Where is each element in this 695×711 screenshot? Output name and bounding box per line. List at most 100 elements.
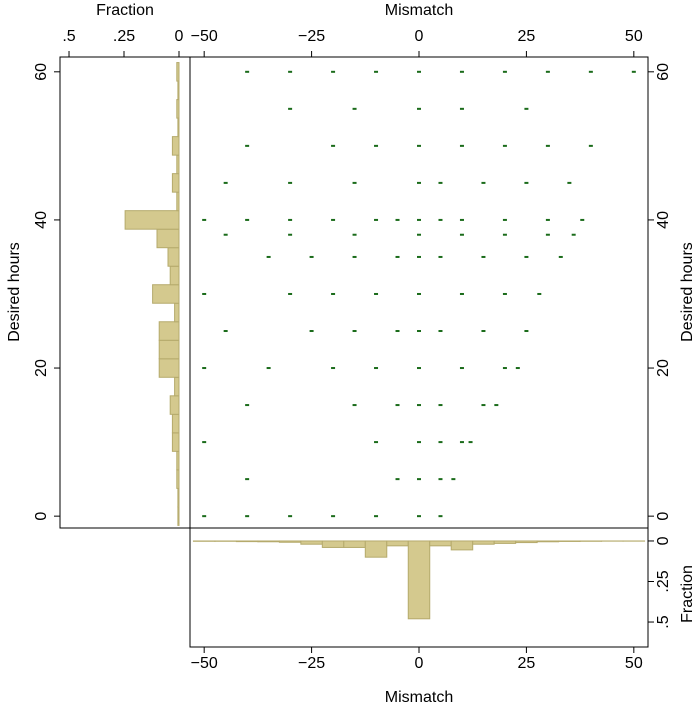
hist-bar [171,173,180,193]
y-tick-label: 40 [33,211,50,229]
point [524,181,529,184]
hist-bar [450,540,474,551]
point [438,404,443,407]
point [395,478,400,481]
point [245,218,250,221]
point [417,233,421,236]
point [481,404,486,407]
point [417,181,421,184]
hist-bar [176,154,180,175]
y-tick-label: .25 [655,570,672,592]
point [580,218,585,221]
y-tick-label: 0 [655,512,672,521]
point [438,515,443,518]
x-tick-label: −25 [298,655,325,672]
point [288,181,293,184]
hist-bar [177,487,180,508]
point [417,515,421,518]
point [374,70,379,73]
point [558,255,563,258]
x-tick-label: 50 [625,655,643,672]
point [202,367,207,370]
point [288,218,293,221]
point [331,292,336,295]
point [502,218,507,221]
x-axis-title: Mismatch [385,2,453,19]
y-tick-label: 0 [33,512,50,521]
hist-bar [536,540,560,543]
hist-bar [176,62,180,82]
point [545,70,550,73]
point [502,367,507,370]
hist-bar [171,432,180,452]
point [459,144,464,147]
x-tick-label: 25 [518,28,536,45]
point [459,441,464,444]
x-tick-label: −50 [191,655,218,672]
hist-bar [343,540,366,548]
point [524,255,529,258]
point [245,70,250,73]
point [352,233,357,236]
point [438,330,443,333]
scatter-frame [189,56,649,529]
y-tick-label: 40 [655,211,672,229]
point [395,218,400,221]
y-tick-label: 0 [655,536,672,545]
hist-bar [321,540,345,548]
hist-bar [158,321,180,341]
x-tick-label: .25 [113,28,135,45]
hist-bar [386,540,409,547]
point [438,218,443,221]
x-tick-label: .5 [62,28,75,45]
y-tick-label: .5 [655,615,672,628]
hist-bar [176,191,180,212]
point [438,478,443,481]
point [438,255,443,258]
x-tick-label: 0 [415,28,424,45]
point [545,233,550,236]
y-axis-title: Fraction [679,565,695,623]
point [288,70,293,73]
left-hist-frame [59,56,191,529]
point [588,70,593,73]
point [459,218,464,221]
y-tick-label: 20 [655,359,672,377]
y-axis-title: Desired hours [6,242,23,342]
hist-bar [171,413,180,434]
x-tick-label: 0 [175,28,184,45]
point [417,441,421,444]
point [395,404,400,407]
hist-bar [176,469,180,489]
point [352,107,357,110]
point [288,107,293,110]
point [395,330,400,333]
point [417,478,421,481]
point [266,255,271,258]
point [245,515,250,518]
point [288,515,293,518]
point [374,367,379,370]
hist-bar [174,376,180,397]
x-tick-label: −50 [191,28,218,45]
point [266,367,271,370]
point [481,255,486,258]
hist-bar [152,284,180,304]
y-tick-label: 20 [33,359,50,377]
point [202,292,207,295]
hist-bar [158,339,180,360]
point [459,292,464,295]
point [502,144,507,147]
point [352,181,357,184]
point [438,181,443,184]
point [331,218,336,221]
point [374,144,379,147]
hist-bar [169,395,180,415]
point [481,330,486,333]
point [459,233,464,236]
point [494,404,499,407]
hist-bar [158,358,180,378]
hist-bar [176,99,180,119]
hist-bar [169,265,180,286]
